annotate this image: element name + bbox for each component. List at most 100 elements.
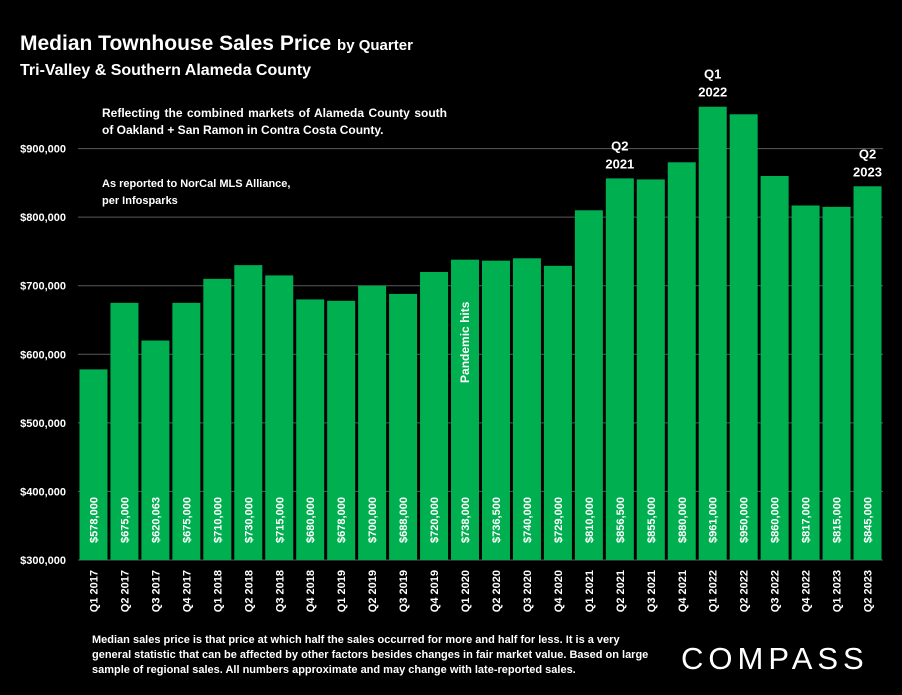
bar-value-label: $738,000 xyxy=(460,497,472,543)
bar xyxy=(822,206,851,560)
bar-value-label: $675,000 xyxy=(181,497,193,543)
bar-value-label: $855,000 xyxy=(646,497,658,543)
x-tick-label: Q3 2022 xyxy=(770,570,782,612)
y-tick-label: $800,000 xyxy=(20,212,66,224)
bar-annotation-label: Q2 xyxy=(859,146,876,161)
bar xyxy=(172,302,201,560)
x-tick-label: Q1 2018 xyxy=(212,570,224,612)
bar-value-label: $736,500 xyxy=(491,497,503,543)
x-tick-label: Q3 2017 xyxy=(150,570,162,612)
bar xyxy=(636,179,665,560)
y-tick-label: $300,000 xyxy=(20,555,66,567)
bar xyxy=(203,278,232,560)
y-tick-label: $500,000 xyxy=(20,418,66,430)
x-tick-label: Q1 2019 xyxy=(336,570,348,612)
bar xyxy=(853,186,882,561)
footnote: Median sales price is that price at whic… xyxy=(92,634,649,676)
bar xyxy=(141,340,170,560)
chart-subtitle: Tri-Valley & Southern Alameda County xyxy=(20,62,312,79)
bar-annotation-label: Q2 xyxy=(611,138,628,153)
x-tick-label: Q3 2021 xyxy=(646,570,658,612)
y-tick-label: $900,000 xyxy=(20,144,66,156)
x-tick-label: Q4 2020 xyxy=(553,570,565,612)
bar xyxy=(110,302,139,560)
annotation-background xyxy=(456,282,475,401)
x-tick-label: Q4 2019 xyxy=(429,570,441,612)
bar-value-label: $961,000 xyxy=(708,497,720,543)
bar-value-label: $710,000 xyxy=(212,497,224,543)
bar-annotation-label: 2023 xyxy=(853,164,882,179)
bar-value-label: $700,000 xyxy=(367,497,379,543)
bar-value-label: $729,000 xyxy=(553,497,565,543)
x-tick-label: Q4 2021 xyxy=(677,570,689,612)
x-tick-label: Q4 2018 xyxy=(305,570,317,612)
bar xyxy=(234,265,263,560)
bar-value-label: $860,000 xyxy=(770,497,782,543)
x-tick-label: Q4 2017 xyxy=(181,570,193,612)
bar xyxy=(389,293,418,560)
bar-annotation-label: 2021 xyxy=(605,156,634,171)
bar xyxy=(698,106,727,560)
x-tick-label: Q4 2022 xyxy=(801,570,813,612)
bar xyxy=(729,114,758,561)
bar xyxy=(760,176,789,560)
bar-value-label: $715,000 xyxy=(274,497,286,543)
chart-title: Median Townhouse Sales Price by Quarter xyxy=(20,32,413,56)
x-tick-label: Q2 2023 xyxy=(863,570,875,612)
chart-title-suffix: by Quarter xyxy=(337,37,413,54)
bar xyxy=(327,300,356,560)
bar-value-label: $680,000 xyxy=(305,497,317,543)
bar-value-label: $880,000 xyxy=(677,497,689,543)
bar-value-label: $678,000 xyxy=(336,497,348,543)
x-tick-label: Q3 2019 xyxy=(398,570,410,612)
x-tick-label: Q2 2018 xyxy=(243,570,255,612)
x-tick-label: Q2 2020 xyxy=(491,570,503,612)
x-tick-label: Q2 2017 xyxy=(119,570,131,612)
x-tick-label: Q2 2022 xyxy=(739,570,751,612)
x-tick-label: Q2 2021 xyxy=(615,570,627,612)
pandemic-annotation: Pandemic hits xyxy=(458,301,472,383)
bar-value-label: $620,063 xyxy=(150,497,162,543)
bar xyxy=(605,178,634,560)
bar xyxy=(543,265,572,560)
bar-value-label: $815,000 xyxy=(832,497,844,543)
bar xyxy=(481,260,510,560)
x-tick-label: Q1 2017 xyxy=(88,570,100,612)
x-tick-label: Q3 2020 xyxy=(522,570,534,612)
x-tick-label: Q1 2023 xyxy=(832,570,844,612)
x-tick-label: Q1 2020 xyxy=(460,570,472,612)
bar-value-label: $817,000 xyxy=(801,497,813,543)
x-tick-label: Q1 2022 xyxy=(708,570,720,612)
x-tick-label: Q1 2021 xyxy=(584,570,596,612)
bar-value-label: $740,000 xyxy=(522,497,534,543)
bar xyxy=(296,299,325,560)
bar-value-label: $675,000 xyxy=(119,497,131,543)
bar-annotation-label: Q1 xyxy=(704,67,721,82)
bar-value-label: $856,500 xyxy=(615,497,627,543)
bar xyxy=(667,162,696,561)
bar xyxy=(265,275,294,560)
bar-value-label: $810,000 xyxy=(584,497,596,543)
bar-value-label: $578,000 xyxy=(88,497,100,543)
y-tick-label: $700,000 xyxy=(20,281,66,293)
y-tick-label: $600,000 xyxy=(20,349,66,361)
bar xyxy=(512,258,541,560)
bar-annotation-label: 2022 xyxy=(698,85,727,100)
data-source-note: As reported to NorCal MLS Alliance, per … xyxy=(102,178,291,207)
bar-value-label: $688,000 xyxy=(398,497,410,543)
compass-logo: COMPASS xyxy=(681,641,869,676)
x-tick-label: Q2 2019 xyxy=(367,570,379,612)
bar xyxy=(420,272,449,560)
bar xyxy=(574,210,603,561)
bar xyxy=(791,205,820,560)
bar-value-label: $730,000 xyxy=(243,497,255,543)
chart-title-main: Median Townhouse Sales Price xyxy=(20,32,332,55)
bar xyxy=(358,285,387,560)
chart-description: Reflecting the combined markets of Alame… xyxy=(102,106,447,138)
y-tick-label: $400,000 xyxy=(20,486,66,498)
bar-value-label: $950,000 xyxy=(739,497,751,543)
bar xyxy=(79,369,108,560)
bar-value-label: $720,000 xyxy=(429,497,441,543)
x-tick-label: Q3 2018 xyxy=(274,570,286,612)
